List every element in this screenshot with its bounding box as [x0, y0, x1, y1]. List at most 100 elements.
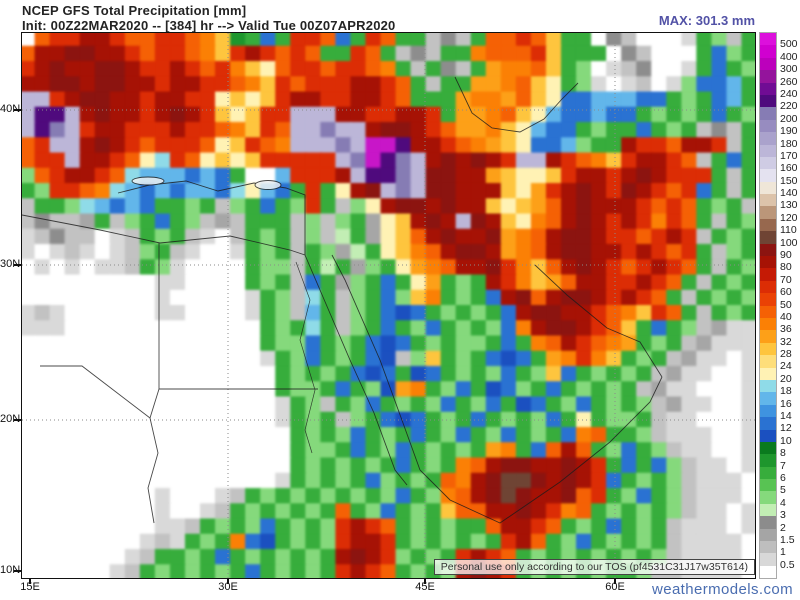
- legend-value-label: 16: [780, 397, 792, 410]
- legend-value-label: 170: [780, 149, 798, 162]
- legend-cell: [760, 119, 776, 133]
- legend-cell: [760, 417, 776, 430]
- legend-cell: [760, 392, 776, 405]
- legend-cell: [760, 466, 776, 480]
- legend-cell: [760, 256, 776, 269]
- legend-value-label: 200: [780, 112, 798, 125]
- legend-value-label: 90: [780, 249, 792, 261]
- legend-value-label: 28: [780, 348, 792, 360]
- legend-value-label: 6: [780, 471, 786, 484]
- legend-cell: [760, 516, 776, 529]
- legend-value-label: 220: [780, 100, 798, 113]
- legend-cell: [760, 206, 776, 219]
- legend-value-label: 80: [780, 261, 792, 274]
- lat-label: 20N: [0, 413, 21, 425]
- legend-value-label: 3: [780, 509, 786, 522]
- legend-value-label: 32: [780, 335, 792, 348]
- legend-value-label: 1.5: [780, 533, 795, 546]
- legend-cell: [760, 317, 776, 331]
- legend-value-label: 500: [780, 38, 798, 51]
- lon-label: 60E: [605, 581, 625, 593]
- legend-value-label: 4: [780, 496, 786, 509]
- precipitation-field-canvas: [22, 33, 755, 578]
- legend-value-label: 120: [780, 211, 798, 224]
- legend-value-label: 5: [780, 484, 786, 497]
- lat-label: 10N: [0, 564, 21, 576]
- legend-cell: [760, 429, 776, 442]
- legend-cell: [760, 218, 776, 232]
- lon-label: 45E: [415, 581, 435, 593]
- legend-cell: [760, 479, 776, 492]
- legend-cell: [760, 553, 776, 566]
- legend-cell: [760, 355, 776, 368]
- legend-cell: [760, 565, 776, 579]
- lat-tick: [14, 109, 21, 111]
- legend-cell: [760, 107, 776, 120]
- coastline-borders: [22, 76, 663, 524]
- legend-cell: [760, 243, 776, 257]
- legend-cell: [760, 293, 776, 306]
- graticule-lines: [22, 33, 755, 578]
- legend-cell: [760, 194, 776, 207]
- legend-value-label: 12: [780, 422, 792, 435]
- legend-value-label: 2: [780, 521, 786, 534]
- lat-label: 30N: [0, 258, 21, 270]
- legend-color-bar: [759, 32, 777, 579]
- legend-cell: [760, 45, 776, 58]
- legend-cell: [760, 231, 776, 244]
- lat-label: 40N: [0, 103, 21, 115]
- legend-cell: [760, 268, 776, 281]
- legend-cell: [760, 82, 776, 95]
- lat-tick: [14, 264, 21, 266]
- legend-cell: [760, 330, 776, 343]
- legend-value-label: 70: [780, 273, 792, 286]
- chart-title: NCEP GFS Total Precipitation [mm]: [22, 3, 247, 18]
- legend-value-label: 8: [780, 447, 786, 460]
- legend-cell: [760, 342, 776, 356]
- legend-value-label: 1: [780, 546, 786, 559]
- legend-value-label: 150: [780, 174, 798, 187]
- legend-value-label: 20: [780, 372, 792, 385]
- lon-tick: [29, 578, 31, 584]
- legend-value-label: 18: [780, 385, 792, 398]
- legend-cell: [760, 404, 776, 418]
- legend-cell: [760, 57, 776, 71]
- watermark-text: weathermodels.com: [651, 581, 793, 598]
- legend-value-label: 7: [780, 459, 786, 472]
- legend-value-label: 160: [780, 162, 798, 175]
- legend-cell: [760, 503, 776, 517]
- legend-cell: [760, 33, 776, 46]
- legend-value-label: 36: [780, 323, 792, 336]
- legend-cell: [760, 94, 776, 108]
- legend-cell: [760, 305, 776, 318]
- legend-value-label: 60: [780, 286, 792, 299]
- chart-subtitle: Init: 00Z22MAR2020 -- [384] hr --> Valid…: [22, 18, 396, 33]
- legend-value-label: 140: [780, 187, 798, 199]
- legend-cell: [760, 70, 776, 83]
- lon-tick: [227, 578, 229, 584]
- legend-cell: [760, 156, 776, 170]
- legend-cell: [760, 144, 776, 157]
- legend-cell: [760, 367, 776, 380]
- legend-cell: [760, 491, 776, 504]
- legend-value-label: 50: [780, 298, 792, 311]
- legend-value-label: 40: [780, 310, 792, 323]
- legend-cell: [760, 541, 776, 554]
- legend-value-label: 300: [780, 63, 798, 76]
- legend-cell: [760, 379, 776, 393]
- legend-cell: [760, 132, 776, 145]
- legend-cell: [760, 528, 776, 542]
- legend-value-label: 130: [780, 199, 798, 212]
- legend-cell: [760, 441, 776, 455]
- title-block: NCEP GFS Total Precipitation [mm] Init: …: [22, 3, 395, 33]
- lat-tick: [14, 570, 21, 572]
- legend-value-label: 100: [780, 236, 798, 249]
- legend-cell: [760, 454, 776, 467]
- max-value-label: MAX: 301.3 mm: [658, 13, 755, 28]
- legend-value-label: 240: [780, 87, 798, 100]
- map-frame: Personal use only according to our TOS (…: [21, 32, 756, 579]
- legend-value-label: 24: [780, 360, 792, 373]
- legend-value-label: 110: [780, 224, 797, 237]
- legend-value-label: 10: [780, 434, 792, 447]
